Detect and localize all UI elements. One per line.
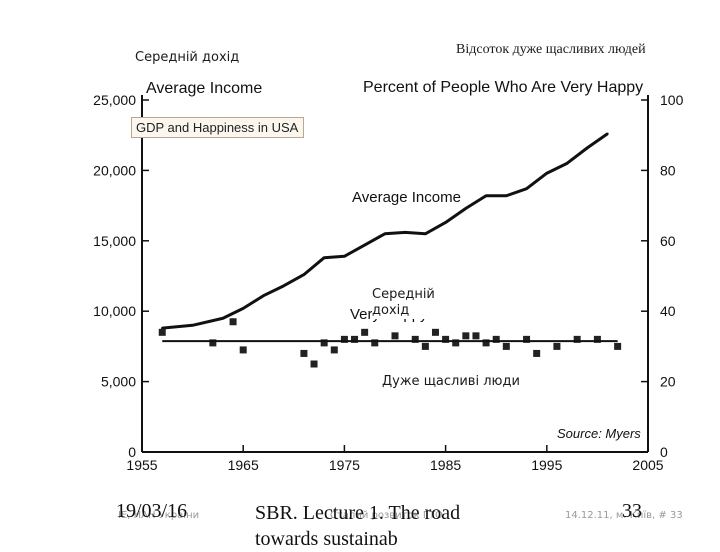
income-point	[302, 273, 306, 276]
footer-org2: Сталий розвиток ГТО	[330, 510, 443, 521]
income-line	[162, 132, 609, 330]
right-tick-label: 100	[660, 92, 684, 108]
happy-point	[442, 335, 450, 343]
left-tick-label: 25,000	[93, 92, 136, 108]
happy-point	[310, 360, 318, 368]
x-tick-label: 1975	[329, 457, 360, 473]
happy-point	[431, 328, 439, 336]
happy-point	[229, 318, 237, 326]
income-point	[424, 232, 427, 235]
income-point	[383, 232, 387, 235]
income-point	[525, 187, 528, 190]
chart: 0 5,000 10,000 15,000 20,000 25,000 0 20 40 60 80 1…	[93, 79, 683, 473]
x-tick-label: 1995	[531, 457, 562, 473]
happy-point	[421, 342, 429, 350]
income-point	[242, 307, 245, 310]
chart-texts: 0 5,000 10,000 15,000 20,000 25,000 0 20 40 60 80 1…	[93, 79, 683, 473]
axes-group	[141, 95, 649, 453]
footer-org: ІЕ, НАН України	[118, 510, 200, 521]
footer-date2: 14.12.11, м. Київ, # 33	[565, 510, 683, 521]
happy-point	[371, 339, 379, 347]
income-series-label: Average Income	[352, 189, 461, 206]
happy-point	[209, 339, 217, 347]
happy-point	[330, 346, 338, 354]
right-axis-ukr-label: Відсоток дуже щасливих людей	[456, 42, 646, 57]
happy-point	[482, 339, 490, 347]
income-series	[161, 132, 609, 330]
income-point	[282, 284, 285, 288]
left-tick-label: 10,000	[93, 303, 136, 319]
right-tick-label: 40	[660, 303, 676, 319]
footer-date: 19/03/16	[116, 500, 188, 522]
right-tick-label: 0	[660, 444, 668, 460]
income-point	[363, 243, 366, 247]
happy-point	[452, 339, 460, 347]
income-point	[444, 221, 447, 224]
left-tick-label: 20,000	[93, 162, 136, 178]
income-point	[505, 194, 508, 197]
chart-tooltip: GDP and Happiness in USA	[131, 117, 304, 138]
happy-point	[523, 335, 531, 343]
happy-point	[593, 335, 601, 343]
happy-point	[411, 335, 419, 343]
left-axis-title: Average Income	[146, 80, 262, 97]
right-tick-label: 20	[660, 374, 676, 390]
right-axis-title: Percent of People Who Are Very Happy	[363, 79, 643, 96]
income-point	[586, 146, 589, 150]
footer-title: SBR. Lecture 1. The road towards sustain…	[255, 502, 461, 550]
happy-point	[614, 342, 622, 350]
income-point	[565, 162, 569, 165]
happy-point	[340, 335, 348, 343]
income-point	[606, 132, 609, 135]
x-tick-label: 2005	[632, 457, 663, 473]
happy-point	[553, 342, 561, 350]
happy-point	[351, 335, 359, 343]
income-point	[262, 294, 265, 297]
happy-point	[492, 335, 500, 343]
happy-point	[361, 328, 369, 336]
happy-point	[472, 332, 480, 340]
happy-point	[391, 332, 399, 340]
x-tick-label: 1965	[228, 457, 259, 473]
happy-point	[320, 339, 328, 347]
left-axis-ukr-label: Середній дохід	[135, 50, 240, 65]
income-point	[161, 326, 164, 330]
left-tick-label: 0	[128, 444, 136, 460]
income-point	[221, 317, 225, 320]
income-point	[191, 324, 194, 327]
income-point	[464, 207, 468, 210]
happy-point	[239, 346, 247, 354]
left-tick-label: 15,000	[93, 233, 136, 249]
happy-point	[462, 332, 470, 340]
right-tick-label: 60	[660, 233, 676, 249]
happy-point	[533, 349, 541, 357]
happy-point	[573, 335, 581, 343]
x-tick-label: 1955	[126, 457, 157, 473]
right-tick-label: 80	[660, 162, 676, 178]
income-point	[322, 256, 326, 259]
happy-point	[300, 349, 308, 357]
footer-page-number: 33	[622, 500, 642, 522]
source-label: Source: Myers	[557, 426, 641, 441]
x-tick-label: 1985	[430, 457, 461, 473]
income-ukr-annotation: Середній дохід	[372, 287, 435, 319]
income-point	[343, 255, 346, 258]
left-tick-label: 5,000	[101, 374, 136, 390]
happy-point	[502, 342, 510, 350]
happy-series	[158, 318, 622, 368]
happy-point	[158, 328, 166, 336]
income-point	[403, 231, 407, 234]
income-point	[484, 194, 488, 197]
income-point	[545, 172, 548, 175]
happy-ukr-annotation: Дуже щасливі люди	[382, 374, 520, 389]
